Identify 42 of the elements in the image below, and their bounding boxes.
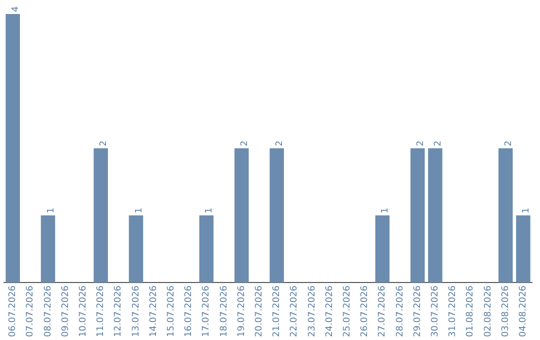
x-tick-label: 11.07.2026 (96, 285, 106, 337)
x-tick-label: 20.07.2026 (254, 285, 265, 337)
data-label: 2 (504, 140, 514, 146)
x-tick-label: 10.07.2026 (78, 285, 89, 337)
x-tick-label: 26.07.2026 (360, 285, 370, 337)
x-tick-label: 03.08.2026 (500, 285, 511, 337)
data-label: 2 (416, 140, 426, 146)
x-tick-label: 07.07.2026 (26, 285, 36, 337)
x-tick-label: 19.07.2026 (236, 285, 247, 337)
data-label: 1 (134, 208, 144, 214)
x-tick-label: 14.07.2026 (148, 285, 159, 337)
data-label: 1 (522, 208, 532, 214)
x-tick-label: 02.08.2026 (483, 285, 494, 337)
x-tick-label: 29.07.2026 (412, 285, 423, 337)
x-tick-label: 16.07.2026 (184, 285, 194, 337)
data-label: 1 (204, 208, 215, 214)
x-tick-label: 22.07.2026 (290, 285, 300, 337)
data-label: 2 (99, 140, 110, 146)
x-tick-label: 13.07.2026 (131, 285, 142, 337)
x-tick-label: 06.07.2026 (8, 285, 18, 337)
x-tick-label: 31.07.2026 (448, 285, 458, 337)
x-tick-label: 01.08.2026 (466, 285, 476, 337)
x-tick-label: 12.07.2026 (114, 285, 124, 337)
x-tick-label: 08.07.2026 (43, 285, 54, 337)
x-tick-label: 28.07.2026 (395, 285, 406, 337)
x-tick-label: 21.07.2026 (272, 285, 282, 337)
x-tick-label: 30.07.2026 (430, 285, 441, 337)
data-label: 1 (380, 208, 391, 214)
data-label: 2 (275, 140, 286, 146)
x-tick-label: 24.07.2026 (324, 285, 335, 337)
x-tick-label: 27.07.2026 (378, 285, 388, 337)
x-tick-label: 18.07.2026 (219, 285, 230, 337)
x-tick-label: 15.07.2026 (166, 285, 177, 337)
x-tick-label: 09.07.2026 (60, 285, 71, 337)
x-tick-label: 25.07.2026 (342, 285, 353, 337)
data-label: 4 (11, 6, 22, 12)
data-label: 1 (46, 208, 56, 214)
x-tick-label: 17.07.2026 (202, 285, 212, 337)
data-label: 2 (240, 140, 250, 146)
x-tick-label: 04.08.2026 (518, 285, 529, 337)
data-label: 2 (434, 140, 444, 146)
x-tick-label: 23.07.2026 (307, 285, 318, 337)
